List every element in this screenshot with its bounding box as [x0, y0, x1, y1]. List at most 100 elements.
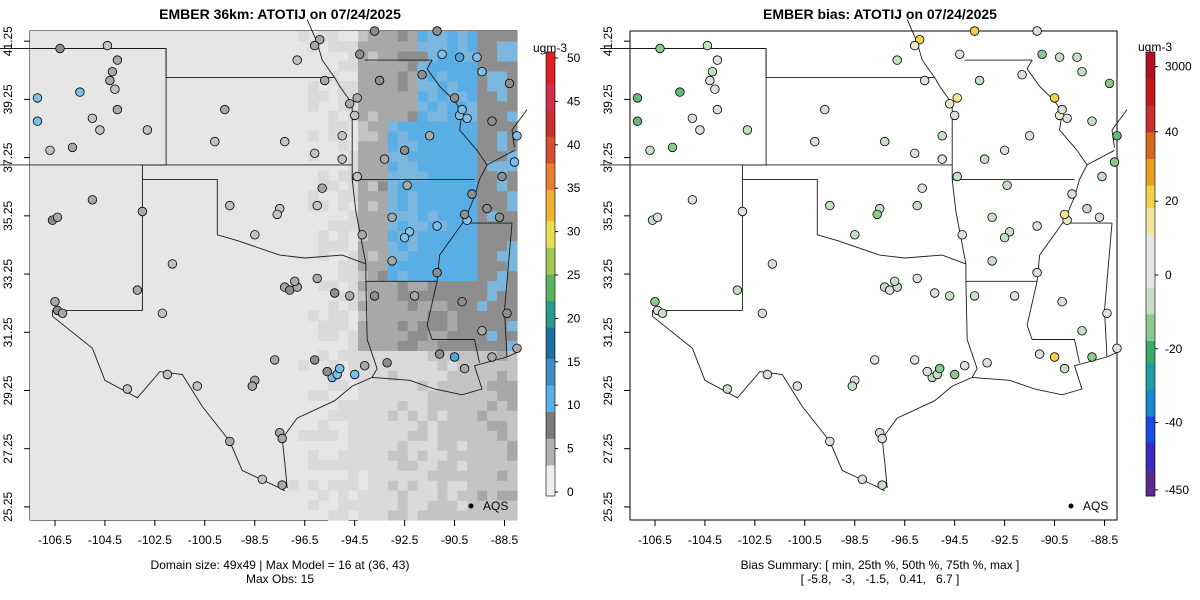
colorbar-segment [1146, 83, 1155, 88]
raster-cell [497, 110, 508, 122]
state-border-line [141, 48, 367, 265]
model-panel: EMBER 36km: ATOTIJ on 07/24/2025 -106.5-… [0, 6, 581, 586]
station-marker [387, 256, 397, 266]
station-marker [494, 212, 505, 223]
raster-cell [348, 450, 359, 461]
bias-station-marker [1067, 189, 1077, 199]
raster-cell [377, 490, 389, 501]
raster-cell [367, 90, 379, 102]
bias-station-marker [892, 55, 902, 65]
station-marker [437, 49, 447, 60]
station-marker [477, 326, 487, 336]
colorbar-segment [1146, 207, 1155, 213]
colorbar-segment [546, 367, 555, 373]
colorbar-segment [546, 274, 555, 279]
raster-cell [437, 420, 448, 431]
bias-station-marker [732, 285, 743, 295]
raster-cell [417, 260, 429, 272]
raster-cell [477, 90, 488, 102]
raster-cell [427, 110, 439, 122]
bias-station-marker [1112, 131, 1122, 141]
state-border-line [652, 315, 885, 492]
station-marker [335, 363, 345, 374]
station-marker [52, 212, 63, 223]
station-marker [374, 75, 385, 86]
bias-station-marker [1032, 221, 1042, 231]
colorbar-segment [1146, 52, 1155, 57]
raster-cell [487, 440, 498, 451]
raster-cell [367, 320, 379, 331]
raster-cell [377, 510, 389, 521]
raster-cell [427, 31, 439, 42]
state-border-line [351, 164, 378, 378]
colorbar-segment [1146, 336, 1155, 342]
raster-cell [507, 460, 518, 471]
raster-cell [348, 330, 359, 341]
raster-cell [367, 340, 379, 351]
colorbar-segment [546, 136, 555, 142]
raster-cell [457, 290, 468, 302]
station-marker [32, 93, 43, 103]
raster-cell [407, 300, 419, 311]
raster-cell [487, 320, 498, 331]
raster-cell [397, 210, 409, 222]
bias-station-marker [757, 308, 768, 319]
raster-cell [457, 60, 468, 72]
raster-cell [497, 380, 508, 391]
raster-cell [348, 210, 359, 222]
colorbar-segment [1146, 242, 1155, 248]
raster-cell [437, 480, 448, 491]
raster-cell [507, 140, 518, 152]
raster-cell [417, 300, 429, 311]
raster-cell [457, 430, 468, 441]
state-border-line [52, 315, 285, 492]
raster-cell [407, 110, 419, 122]
raster-cell [348, 51, 359, 62]
raster-cell [387, 260, 399, 272]
raster-cell [387, 430, 399, 441]
raster-cell [427, 140, 439, 152]
bias-station-marker [705, 75, 715, 86]
raster-cell [497, 430, 508, 441]
x-tick-label: -96.5 [891, 533, 919, 547]
colorbar-segment [1146, 145, 1155, 151]
raster-cell [358, 350, 369, 361]
raster-cell [328, 480, 339, 491]
station-marker [122, 384, 133, 394]
raster-cell [507, 380, 518, 391]
raster-cell [338, 220, 349, 232]
state-border-line [741, 48, 967, 265]
raster-cell [487, 41, 498, 52]
bias-station-marker [987, 256, 997, 266]
bias-station-marker [652, 212, 663, 223]
colorbar-segment [546, 407, 555, 413]
raster-cell [358, 31, 369, 42]
colorbar-segment [1146, 136, 1155, 142]
raster-cell [417, 100, 429, 112]
bias-map-svg: -106.5 -104.5 -102.5 -100.5 -98.5 -96.5 -94.5 -… [600, 19, 1192, 547]
raster-cell [447, 500, 458, 511]
station-marker [167, 259, 178, 269]
y-tick-label: 41.25 [1, 26, 15, 56]
raster-cell [367, 460, 379, 471]
raster-cell [497, 320, 508, 331]
station-marker [290, 276, 300, 287]
raster-cell [377, 60, 389, 72]
raster-cell [417, 160, 429, 172]
y-tick-label: 37.25 [601, 142, 615, 172]
raster-cell [497, 400, 508, 411]
raster-cell [348, 460, 359, 471]
raster-cell [328, 220, 339, 232]
raster-cell [477, 410, 488, 421]
raster-cell [487, 130, 498, 142]
state-border-line [906, 19, 936, 78]
raster-cell [308, 390, 319, 401]
raster-cell [338, 380, 349, 391]
raster-cell [348, 280, 359, 292]
bias-station-marker [722, 384, 733, 394]
raster-cell [367, 440, 379, 451]
raster-cell [497, 270, 508, 282]
raster-cell [477, 400, 488, 411]
station-marker [454, 52, 465, 62]
raster-cell [487, 290, 498, 302]
